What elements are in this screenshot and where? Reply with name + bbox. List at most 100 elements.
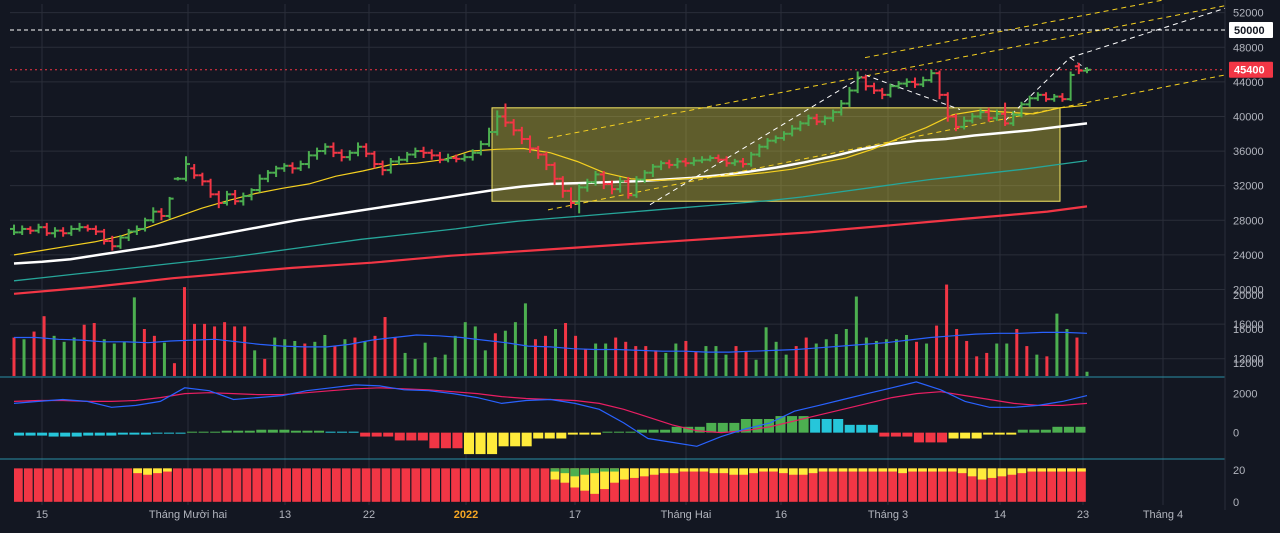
- rsi-bar-yellow: [1077, 468, 1086, 472]
- volume-bar: [574, 335, 578, 376]
- macd-histogram-bar: [175, 432, 186, 434]
- volume-bar: [433, 357, 437, 376]
- macd-histogram-bar: [117, 432, 128, 435]
- rsi-bar: [172, 468, 182, 502]
- macd-histogram-bar: [360, 432, 371, 437]
- rsi-bar-yellow: [629, 468, 639, 478]
- volume-bar: [453, 335, 457, 376]
- volume-bar: [323, 334, 327, 376]
- ma-yellow-line: [13, 104, 1088, 256]
- rsi-bar: [441, 468, 450, 502]
- rsi-bar-yellow: [600, 468, 609, 490]
- rsi-bar: [93, 468, 103, 502]
- rsi-bar-yellow: [620, 468, 629, 480]
- rsi-bar: [1037, 468, 1047, 502]
- price-badge-label: 45400: [1234, 65, 1265, 77]
- macd-histogram-bar: [1063, 426, 1074, 433]
- rsi-bar-yellow: [818, 468, 828, 472]
- macd-histogram-bar: [729, 422, 740, 433]
- volume-bar: [834, 334, 838, 376]
- rsi-bar-yellow: [1067, 468, 1076, 472]
- macd-histogram-bar: [925, 432, 936, 443]
- rsi-bar: [1077, 468, 1086, 502]
- macd-histogram-bar: [787, 416, 798, 433]
- volume-bar: [624, 341, 628, 376]
- rsi-bar-yellow: [858, 468, 868, 472]
- rsi-bar-yellow: [143, 468, 152, 475]
- rsi-bar: [232, 468, 242, 502]
- rsi-bar: [928, 468, 937, 502]
- rsi-bar: [312, 468, 321, 502]
- volume-bar: [203, 323, 207, 376]
- rsi-bar-yellow: [957, 468, 967, 474]
- macd-histogram-bar: [394, 432, 405, 441]
- volume-bar: [884, 339, 888, 376]
- volume-bar: [864, 337, 868, 376]
- rsi-bar: [1027, 468, 1037, 502]
- volume-bar: [854, 296, 858, 376]
- macd-histogram-bar: [960, 432, 971, 439]
- x-axis-label: Tháng 3: [868, 509, 908, 521]
- macd-histogram-bar: [740, 419, 751, 433]
- volume-bar: [894, 339, 898, 376]
- macd-histogram-bar: [821, 419, 832, 433]
- volume-bar: [684, 340, 688, 376]
- rsi-bar: [1007, 468, 1017, 502]
- projection-line: [649, 74, 866, 206]
- rsi-bar: [401, 468, 411, 502]
- volume-bar: [273, 337, 277, 376]
- ma-red-line: [13, 205, 1088, 295]
- rsi-bar: [719, 468, 729, 502]
- rsi-bar-yellow: [560, 468, 570, 483]
- macd-histogram-bar: [129, 432, 140, 435]
- macd-histogram-bar: [463, 432, 475, 455]
- macd-histogram-bar: [313, 430, 325, 433]
- macd-histogram-bar: [994, 432, 1005, 435]
- rsi-bar: [490, 468, 500, 502]
- volume-bar: [193, 323, 197, 376]
- volume-bar: [734, 346, 738, 376]
- volume-bar: [925, 343, 929, 376]
- volume-bar: [744, 352, 748, 376]
- volume-bar: [955, 329, 959, 376]
- macd-histogram-bar: [256, 429, 267, 433]
- rsi-bar-yellow: [848, 468, 858, 472]
- volume-bar: [985, 352, 989, 376]
- macd-histogram-bar: [613, 431, 624, 433]
- volume-bar: [443, 354, 447, 376]
- rsi-bar-yellow: [1057, 468, 1066, 472]
- rsi-bar: [391, 468, 401, 502]
- macd-histogram-bar: [971, 432, 982, 439]
- volume-ma-line: [14, 331, 1088, 353]
- volume-bar: [122, 341, 126, 376]
- rsi-bar: [212, 468, 222, 502]
- macd-histogram-bar: [475, 432, 486, 455]
- volume-bar: [213, 326, 217, 376]
- rsi-bar: [103, 468, 113, 502]
- projection-line: [864, 74, 961, 111]
- rsi-bar: [679, 468, 689, 502]
- rsi-bar-yellow: [153, 468, 162, 474]
- volume-axis-label: 20000: [1233, 290, 1264, 302]
- volume-bar: [493, 333, 497, 376]
- rsi-bar-yellow: [888, 468, 898, 472]
- rsi-bar: [808, 468, 818, 502]
- rsi-bar-green: [560, 468, 570, 474]
- rsi-bar: [182, 468, 192, 502]
- volume-bar: [223, 322, 227, 376]
- x-axis-label: 2022: [454, 509, 478, 521]
- volume-bar: [423, 342, 427, 376]
- rsi-bar: [858, 468, 868, 502]
- macd-histogram-bar: [348, 431, 359, 433]
- macd-histogram-bar: [25, 432, 36, 436]
- volume-bar: [784, 354, 788, 376]
- rsi-bar: [629, 468, 639, 502]
- volume-bar: [353, 337, 357, 376]
- rsi-bar: [689, 468, 699, 502]
- macd-histogram-bar: [210, 431, 221, 433]
- rsi-bar-yellow: [878, 468, 888, 472]
- x-axis-label: Tháng Hai: [661, 509, 712, 521]
- rsi-bar: [381, 468, 391, 502]
- macd-histogram-bar: [510, 432, 521, 447]
